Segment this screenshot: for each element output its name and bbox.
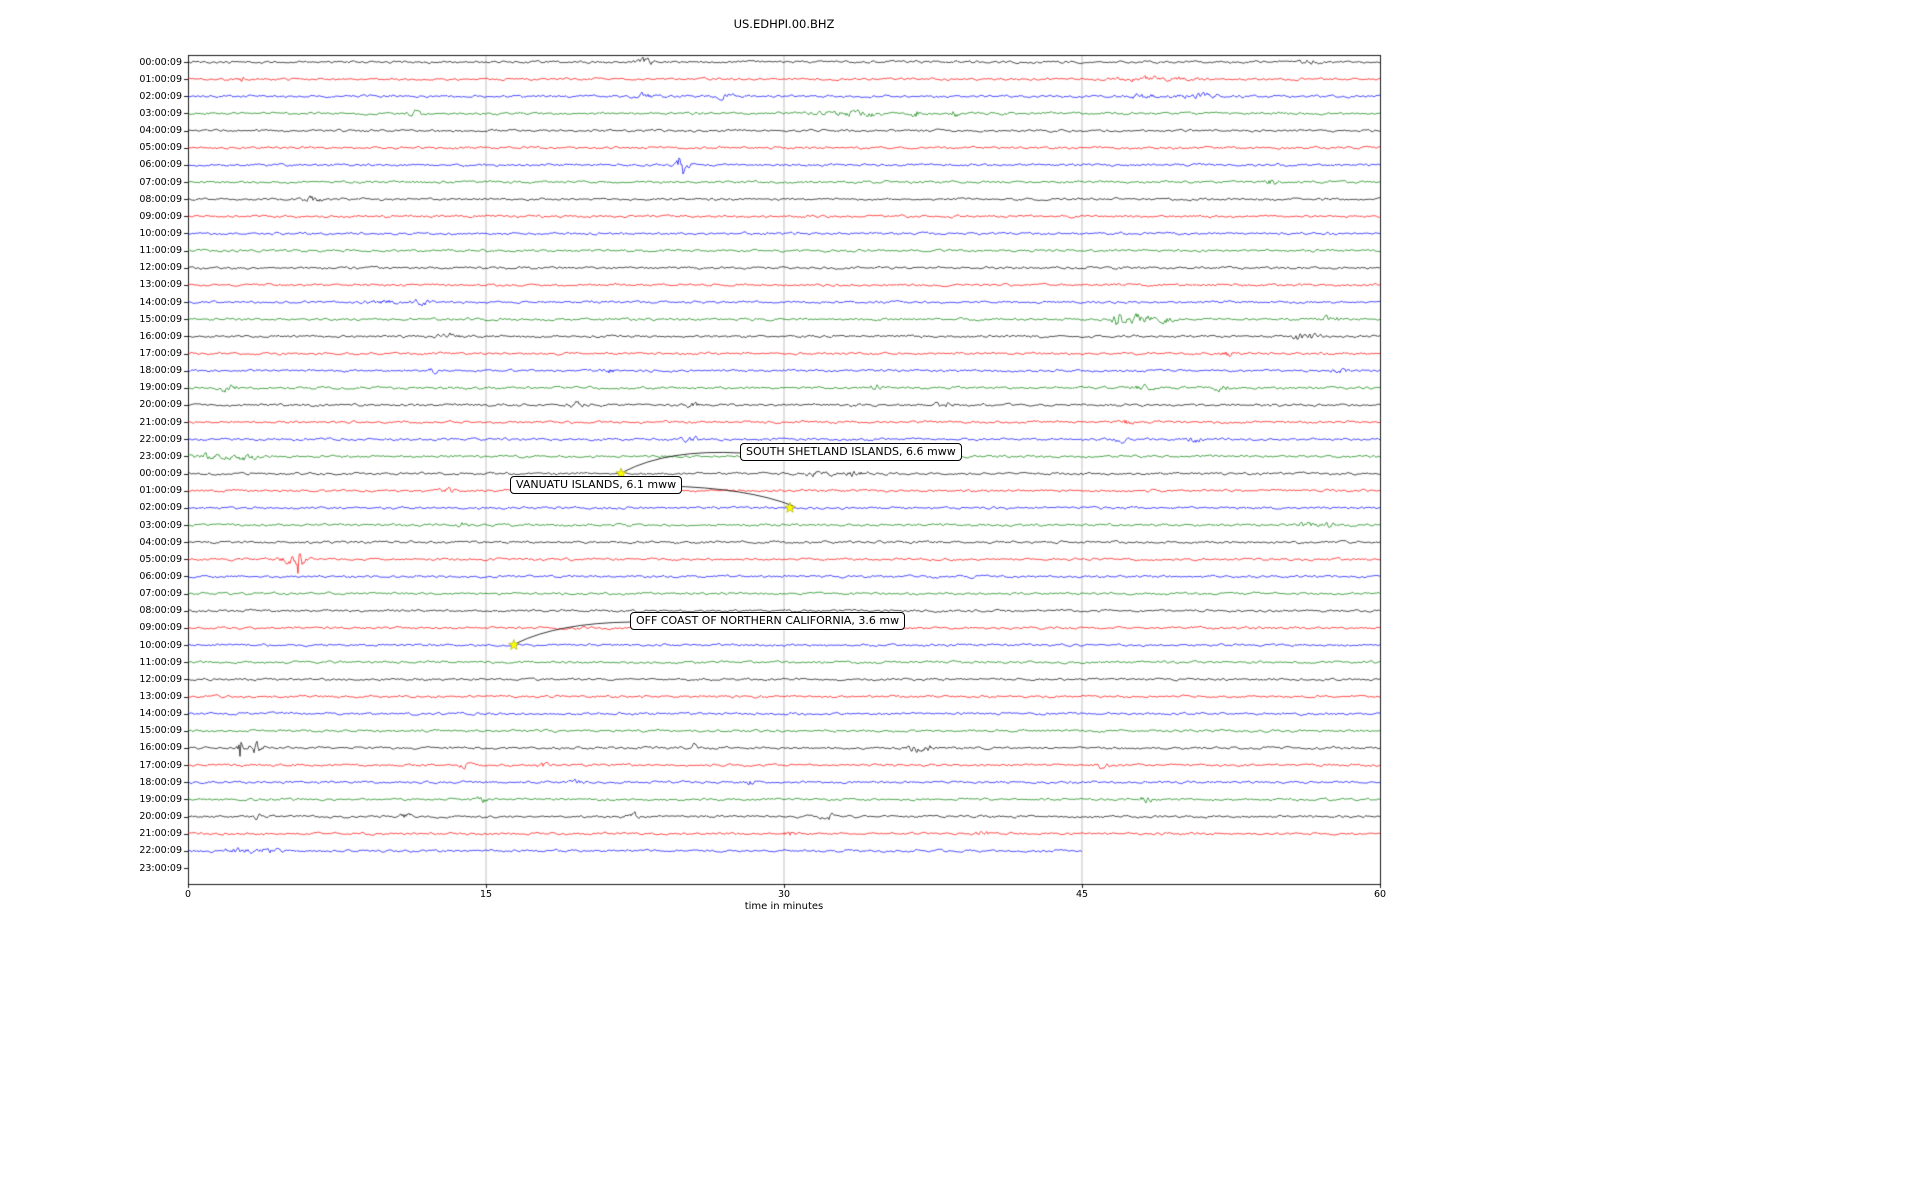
row-label: 23:00:09 [139, 450, 182, 462]
row-label: 02:00:09 [139, 90, 182, 102]
row-label: 09:00:09 [139, 210, 182, 222]
row-label: 18:00:09 [139, 776, 182, 788]
row-label: 00:00:09 [139, 56, 182, 68]
row-label: 07:00:09 [139, 588, 182, 600]
row-label: 13:00:09 [139, 279, 182, 291]
row-label: 00:00:09 [139, 468, 182, 480]
row-label: 02:00:09 [139, 502, 182, 514]
row-label: 10:00:09 [139, 227, 182, 239]
row-label: 04:00:09 [139, 536, 182, 548]
row-label: 06:00:09 [139, 570, 182, 582]
row-label: 13:00:09 [139, 691, 182, 702]
row-label: 21:00:09 [139, 416, 182, 428]
x-tick-label: 15 [479, 889, 493, 900]
x-tick-label: 0 [184, 889, 192, 900]
row-label: 06:00:09 [139, 159, 182, 171]
row-label: 05:00:09 [139, 142, 182, 154]
annotation-south-shetland-islands: SOUTH SHETLAND ISLANDS, 6.6 mww [740, 443, 962, 461]
row-label: 19:00:09 [139, 793, 182, 805]
row-label: 03:00:09 [139, 107, 182, 119]
row-label: 15:00:09 [139, 725, 182, 737]
row-label: 20:00:09 [139, 399, 182, 411]
row-label: 16:00:09 [139, 330, 182, 342]
row-label: 08:00:09 [139, 605, 182, 617]
row-label: 09:00:09 [139, 622, 182, 634]
row-label: 04:00:09 [139, 125, 182, 137]
x-axis-label: time in minutes [744, 901, 824, 912]
row-label: 22:00:09 [139, 433, 182, 445]
row-label: 20:00:09 [139, 811, 182, 823]
row-label: 14:00:09 [139, 708, 182, 720]
row-label: 15:00:09 [139, 313, 182, 325]
row-label: 16:00:09 [139, 742, 182, 754]
row-label: 17:00:09 [139, 759, 182, 771]
row-label: 14:00:09 [139, 296, 182, 308]
row-label: 21:00:09 [139, 828, 182, 840]
x-tick-label: 60 [1373, 889, 1387, 900]
annotation-off-coast-northern-california: OFF COAST OF NORTHERN CALIFORNIA, 3.6 mw [630, 612, 906, 630]
row-label: 05:00:09 [139, 553, 182, 565]
x-tick-label: 45 [1075, 889, 1089, 900]
row-label: 11:00:09 [139, 245, 182, 257]
row-label: 19:00:09 [139, 382, 182, 394]
row-label: 12:00:09 [139, 262, 182, 274]
row-label: 01:00:09 [139, 485, 182, 497]
row-label: 07:00:09 [139, 176, 182, 188]
row-label: 11:00:09 [139, 656, 182, 668]
row-label: 12:00:09 [139, 673, 182, 685]
row-label: 10:00:09 [139, 639, 182, 651]
row-label: 17:00:09 [139, 348, 182, 360]
row-label: 08:00:09 [139, 193, 182, 205]
x-tick-label: 30 [777, 889, 791, 900]
row-label: 03:00:09 [139, 519, 182, 531]
row-label: 18:00:09 [139, 365, 182, 377]
row-label: 22:00:09 [139, 845, 182, 857]
row-label: 23:00:09 [139, 862, 182, 874]
annotation-vanuatu-islands: VANUATU ISLANDS, 6.1 mww [510, 476, 683, 494]
row-label: 01:00:09 [139, 73, 182, 85]
